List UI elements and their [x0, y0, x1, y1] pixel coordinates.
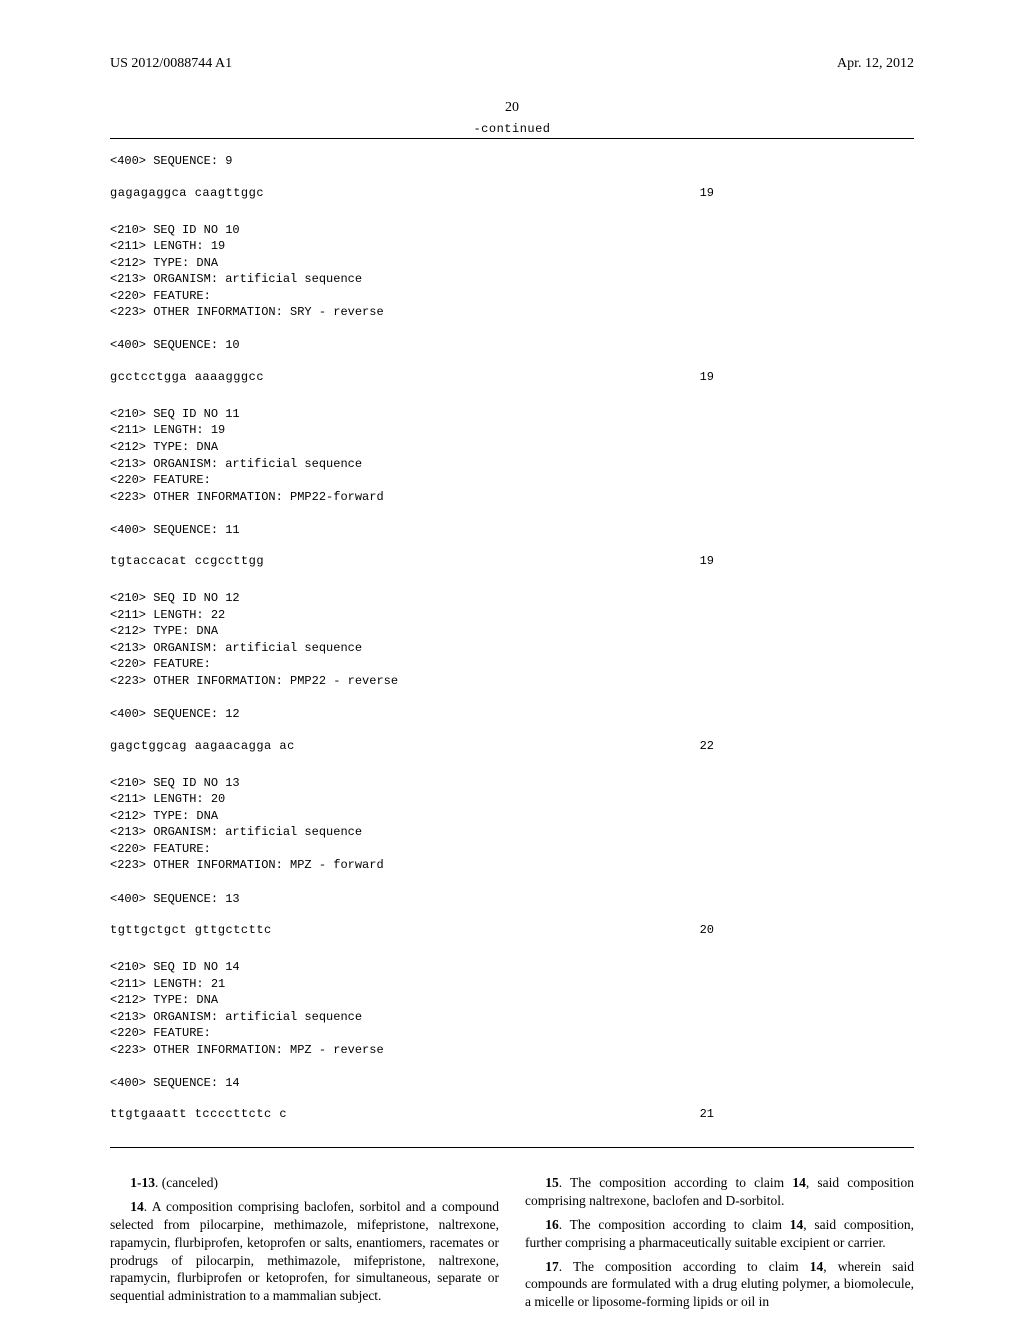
claim: 16. The composition according to claim 1…	[525, 1216, 914, 1252]
claim-text: . The composition according to claim 14,…	[525, 1259, 914, 1310]
sequence-line: ttgtgaaatt tccccttctc c 21	[110, 1107, 914, 1121]
page-number: 20	[110, 100, 914, 116]
claim: 1-13. (canceled)	[110, 1174, 499, 1192]
sequence-length: 19	[700, 554, 914, 568]
page: US 2012/0088744 A1 Apr. 12, 2012 20 -con…	[0, 0, 1024, 1320]
sequence-header: <210> SEQ ID NO 10 <211> LENGTH: 19 <212…	[110, 222, 914, 354]
claim-number: 17	[545, 1259, 559, 1274]
claim-number: 1-13	[130, 1175, 155, 1190]
sequence-header: <210> SEQ ID NO 12 <211> LENGTH: 22 <212…	[110, 590, 914, 722]
sequence-length: 21	[700, 1107, 914, 1121]
claim-number: 16	[545, 1217, 559, 1232]
sequence-text: gagagaggca caagttggc	[110, 186, 264, 200]
claim-text: . The composition according to claim 14,…	[525, 1175, 914, 1208]
sequence-line: gagagaggca caagttggc 19	[110, 186, 914, 200]
sequence-header: <210> SEQ ID NO 13 <211> LENGTH: 20 <212…	[110, 775, 914, 907]
sequence-line: gagctggcag aagaacagga ac 22	[110, 739, 914, 753]
claim-text: . (canceled)	[155, 1175, 218, 1190]
sequence-length: 19	[700, 370, 914, 384]
sequence-header: <400> SEQUENCE: 9	[110, 153, 914, 170]
sequence-length: 22	[700, 739, 914, 753]
claim-text: . The composition according to claim 14,…	[525, 1217, 914, 1250]
sequence-text: ttgtgaaatt tccccttctc c	[110, 1107, 287, 1121]
sequence-text: tgtaccacat ccgccttgg	[110, 554, 264, 568]
sequence-line: tgttgctgct gttgctcttc 20	[110, 923, 914, 937]
claims-section: 1-13. (canceled) 14. A composition compri…	[110, 1174, 914, 1314]
sequence-length: 19	[700, 186, 914, 200]
claim-number: 15	[545, 1175, 559, 1190]
sequence-text: tgttgctgct gttgctcttc	[110, 923, 272, 937]
sequence-text: gagctggcag aagaacagga ac	[110, 739, 295, 753]
page-header: US 2012/0088744 A1 Apr. 12, 2012	[110, 56, 914, 72]
claim-text: . A composition comprising baclofen, sor…	[110, 1199, 499, 1303]
bottom-rule	[110, 1147, 914, 1148]
claim: 17. The composition according to claim 1…	[525, 1258, 914, 1311]
sequence-line: gcctcctgga aaaagggcc 19	[110, 370, 914, 384]
publication-number: US 2012/0088744 A1	[110, 56, 232, 72]
claim: 14. A composition comprising baclofen, s…	[110, 1198, 499, 1305]
sequence-line: tgtaccacat ccgccttgg 19	[110, 554, 914, 568]
claim: 15. The composition according to claim 1…	[525, 1174, 914, 1210]
top-rule	[110, 138, 914, 139]
sequence-header: <210> SEQ ID NO 14 <211> LENGTH: 21 <212…	[110, 959, 914, 1091]
sequence-text: gcctcctgga aaaagggcc	[110, 370, 264, 384]
sequence-header: <210> SEQ ID NO 11 <211> LENGTH: 19 <212…	[110, 406, 914, 538]
claim-number: 14	[130, 1199, 144, 1214]
sequence-listing: <400> SEQUENCE: 9 gagagaggca caagttggc 19 <…	[110, 153, 914, 1143]
publication-date: Apr. 12, 2012	[837, 56, 914, 72]
sequence-length: 20	[700, 923, 914, 937]
continued-label: -continued	[110, 122, 914, 136]
